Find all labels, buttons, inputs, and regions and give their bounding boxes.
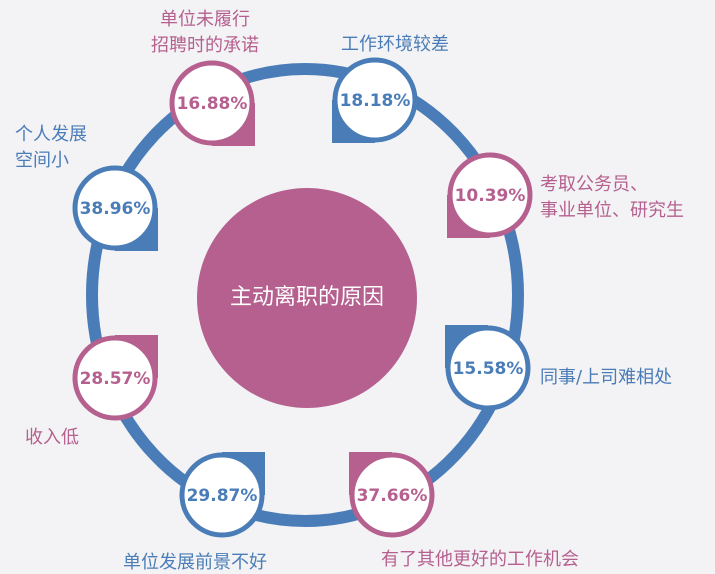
node-label: 有了其他更好的工作机会 xyxy=(381,549,579,570)
node: 15.58% 同事/上司难相处 xyxy=(445,325,672,411)
node-value: 16.88% xyxy=(177,94,248,114)
node: 29.87% 单位发展前景不好 xyxy=(123,452,267,573)
node-label: 工作环境较差 xyxy=(341,34,449,55)
node-label: 单位未履行 xyxy=(160,9,250,30)
node: 10.39% 考取公务员、事业单位、研究生 xyxy=(447,152,684,238)
node-value: 15.58% xyxy=(453,359,524,379)
node-label: 个人发展 xyxy=(15,124,87,145)
node-circle xyxy=(169,60,255,146)
node-value: 10.39% xyxy=(455,186,526,206)
center-circle xyxy=(197,188,417,408)
node-label: 空间小 xyxy=(15,150,69,171)
node-label: 招聘时的承诺 xyxy=(151,35,259,56)
center-title: 主动离职的原因 xyxy=(230,285,384,310)
node-label: 考取公务员、 xyxy=(540,174,648,195)
node-value: 18.18% xyxy=(340,91,411,111)
node-circle xyxy=(72,335,158,421)
node: 28.57% 收入低 xyxy=(25,335,158,448)
node-value: 37.66% xyxy=(357,486,428,506)
node: 37.66% 有了其他更好的工作机会 xyxy=(349,452,579,570)
node-circle xyxy=(179,452,265,538)
node-circle xyxy=(72,165,158,251)
node-label: 收入低 xyxy=(25,427,79,448)
node: 18.18% 工作环境较差 xyxy=(332,34,449,143)
node-circle xyxy=(445,325,531,411)
node-value: 38.96% xyxy=(80,199,151,219)
node-label: 单位发展前景不好 xyxy=(123,552,267,573)
node-circle xyxy=(332,57,418,143)
ring xyxy=(86,63,524,527)
node-value: 29.87% xyxy=(187,486,258,506)
node-label: 同事/上司难相处 xyxy=(540,367,672,388)
node-circle xyxy=(447,152,533,238)
node-circle xyxy=(349,452,435,538)
node-label: 事业单位、研究生 xyxy=(540,200,684,221)
node-value: 28.57% xyxy=(80,369,151,389)
